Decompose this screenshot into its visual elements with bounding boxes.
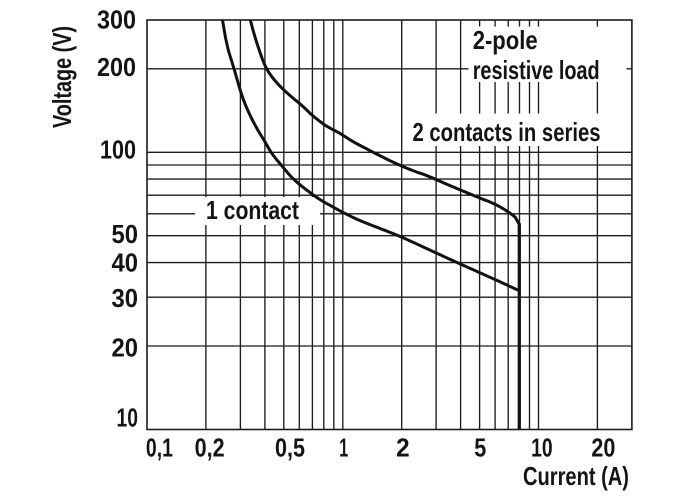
svg-text:0,2: 0,2 (195, 433, 225, 463)
svg-text:0,5: 0,5 (275, 433, 305, 463)
svg-text:100: 100 (100, 135, 136, 165)
svg-text:2 contacts in series: 2 contacts in series (413, 117, 601, 147)
svg-text:10: 10 (117, 403, 139, 433)
svg-text:Voltage (V): Voltage (V) (47, 26, 77, 128)
svg-text:0,1: 0,1 (146, 433, 173, 463)
svg-text:50: 50 (112, 219, 139, 249)
svg-text:20: 20 (591, 433, 615, 463)
svg-text:10: 10 (531, 433, 553, 463)
svg-text:2-pole: 2-pole (473, 25, 538, 55)
svg-text:resistive load: resistive load (473, 55, 600, 85)
svg-text:40: 40 (112, 248, 139, 278)
svg-text:2: 2 (396, 433, 410, 463)
svg-text:200: 200 (97, 52, 136, 82)
svg-text:5: 5 (474, 433, 486, 463)
svg-text:300: 300 (97, 5, 136, 35)
svg-text:1 contact: 1 contact (206, 195, 299, 225)
svg-text:1: 1 (339, 433, 348, 463)
svg-text:Current (A): Current (A) (523, 461, 629, 491)
svg-text:30: 30 (112, 283, 139, 313)
svg-text:20: 20 (112, 333, 139, 363)
